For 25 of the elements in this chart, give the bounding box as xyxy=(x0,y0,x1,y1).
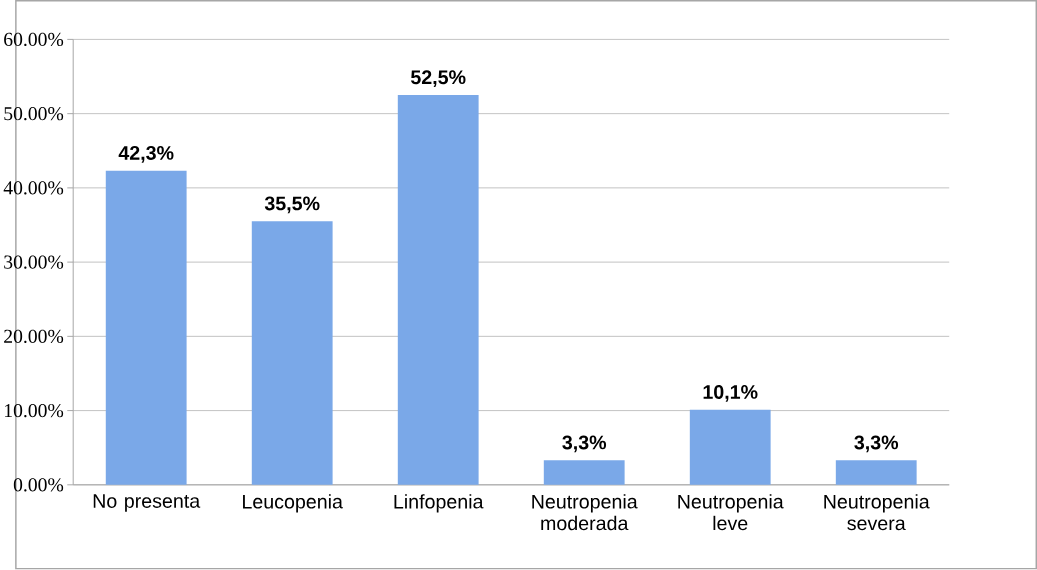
y-tick-label: 50.00% xyxy=(4,107,64,121)
data-label: 3,3% xyxy=(562,435,607,453)
x-tick-label: Linfopenia xyxy=(394,494,484,513)
y-tick-label: 30.00% xyxy=(4,255,64,269)
y-tick-label: 20.00% xyxy=(4,329,64,344)
data-label: 52,5% xyxy=(410,70,466,88)
x-tick-label: No presenta xyxy=(93,494,201,512)
x-tick-label: Neutropenia moderada xyxy=(532,494,638,531)
bar xyxy=(251,221,333,486)
bar xyxy=(835,460,917,486)
bar xyxy=(543,460,625,486)
bar xyxy=(397,95,479,486)
y-tick-label: 60.00% xyxy=(4,32,64,47)
y-tick-label: 40.00% xyxy=(3,181,64,195)
x-tick-label: Leucopenia xyxy=(243,494,343,513)
data-label: 42,3% xyxy=(118,146,174,163)
data-label: 3,3% xyxy=(854,435,899,453)
data-label: 35,5% xyxy=(264,196,320,214)
x-tick-label: Neutropenia leve xyxy=(678,494,784,531)
bar xyxy=(689,410,771,486)
y-tick-label: 10.00% xyxy=(5,404,64,418)
x-tick-label: Neutropenia severa xyxy=(824,494,930,531)
data-label: 10,1% xyxy=(703,385,758,402)
bar xyxy=(105,171,187,486)
y-tick-label: 0.00% xyxy=(13,478,64,492)
